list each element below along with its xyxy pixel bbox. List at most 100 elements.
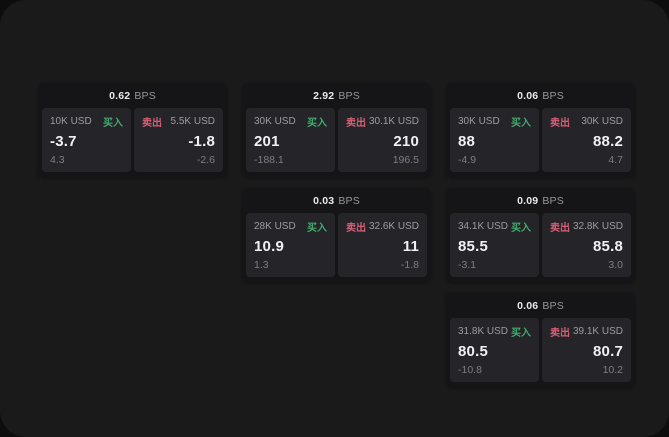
buy-panel[interactable]: 10K USD 买入 -3.7 4.3 xyxy=(42,108,131,172)
buy-price: 10.9 xyxy=(254,237,284,255)
buy-top-row: 28K USD 买入 xyxy=(254,219,327,234)
sell-delta: 10.2 xyxy=(602,364,623,376)
buy-side-label: 买入 xyxy=(511,118,531,129)
buy-delta: -10.8 xyxy=(458,364,482,376)
sell-amount: 30K USD xyxy=(581,116,623,127)
bps-value: 0.62 xyxy=(109,89,131,102)
sell-side-label: 卖出 xyxy=(346,118,366,129)
sell-price: 80.7 xyxy=(593,342,623,360)
quote-panels: 10K USD 买入 -3.7 4.3 卖出 5.5K USD -1.8 -2.… xyxy=(42,108,223,172)
buy-side-label: 买入 xyxy=(511,328,531,339)
bps-value: 0.03 xyxy=(313,194,335,207)
buy-price: 88 xyxy=(458,132,476,150)
sell-price: 85.8 xyxy=(593,237,623,255)
sell-side-label: 卖出 xyxy=(550,118,570,129)
quote-card: 2.92 BPS 30K USD 买入 201 -188.1 卖出 30.1K … xyxy=(242,83,431,177)
buy-panel[interactable]: 28K USD 买入 10.9 1.3 xyxy=(246,213,335,277)
quote-card: 0.06 BPS 30K USD 买入 88 -4.9 卖出 30K USD xyxy=(446,83,635,177)
buy-top-row: 30K USD 买入 xyxy=(458,114,531,129)
buy-side-label: 买入 xyxy=(103,118,123,129)
sell-side-label: 卖出 xyxy=(550,328,570,339)
buy-delta: -3.1 xyxy=(458,259,477,271)
buy-delta: 4.3 xyxy=(50,154,65,166)
sell-amount: 32.6K USD xyxy=(368,221,419,232)
buy-amount: 28K USD xyxy=(254,221,296,232)
quote-card: 0.09 BPS 34.1K USD 买入 85.5 -3.1 卖出 32.8K… xyxy=(446,188,635,282)
sell-top-row: 卖出 5.5K USD xyxy=(142,114,215,129)
buy-delta: 1.3 xyxy=(254,259,269,271)
sell-top-row: 卖出 30K USD xyxy=(550,114,623,129)
bps-value: 2.92 xyxy=(313,89,335,102)
sell-side-label: 卖出 xyxy=(142,118,162,129)
sell-amount: 5.5K USD xyxy=(170,116,215,127)
buy-price: 201 xyxy=(254,132,280,150)
sell-top-row: 卖出 39.1K USD xyxy=(550,324,623,339)
sell-side-label: 卖出 xyxy=(550,223,570,234)
bps-unit-label: BPS xyxy=(338,89,360,102)
bps-unit-label: BPS xyxy=(134,89,156,102)
card-header: 0.09 BPS xyxy=(446,188,635,213)
buy-amount: 30K USD xyxy=(458,116,500,127)
quote-panels: 30K USD 买入 88 -4.9 卖出 30K USD 88.2 4.7 xyxy=(450,108,631,172)
sell-amount: 32.8K USD xyxy=(572,221,623,232)
sell-price: 210 xyxy=(393,132,419,150)
buy-top-row: 30K USD 买入 xyxy=(254,114,327,129)
buy-panel[interactable]: 30K USD 买入 88 -4.9 xyxy=(450,108,539,172)
card-header: 2.92 BPS xyxy=(242,83,431,108)
sell-delta: -2.6 xyxy=(196,154,215,166)
sell-delta: 3.0 xyxy=(608,259,623,271)
sell-panel[interactable]: 卖出 32.6K USD 11 -1.8 xyxy=(338,213,427,277)
quote-card: 0.03 BPS 28K USD 买入 10.9 1.3 卖出 32.6K US… xyxy=(242,188,431,282)
buy-side-label: 买入 xyxy=(511,223,531,234)
bps-unit-label: BPS xyxy=(542,89,564,102)
sell-side-label: 卖出 xyxy=(346,223,366,234)
bps-value: 0.06 xyxy=(517,89,539,102)
sell-price: 88.2 xyxy=(593,132,623,150)
quote-panels: 34.1K USD 买入 85.5 -3.1 卖出 32.8K USD 85.8… xyxy=(450,213,631,277)
bps-unit-label: BPS xyxy=(542,299,564,312)
quote-panels: 28K USD 买入 10.9 1.3 卖出 32.6K USD 11 -1.8 xyxy=(246,213,427,277)
buy-delta: -4.9 xyxy=(458,154,477,166)
buy-amount: 34.1K USD xyxy=(458,221,509,232)
sell-delta: 4.7 xyxy=(608,154,623,166)
card-header: 0.62 BPS xyxy=(38,83,227,108)
sell-top-row: 卖出 30.1K USD xyxy=(346,114,419,129)
card-header: 0.03 BPS xyxy=(242,188,431,213)
bps-value: 0.09 xyxy=(517,194,539,207)
buy-top-row: 10K USD 买入 xyxy=(50,114,123,129)
buy-price: 85.5 xyxy=(458,237,488,255)
sell-amount: 30.1K USD xyxy=(368,116,419,127)
bps-unit-label: BPS xyxy=(542,194,564,207)
quote-card: 0.62 BPS 10K USD 买入 -3.7 4.3 卖出 5.5K USD xyxy=(38,83,227,177)
sell-panel[interactable]: 卖出 32.8K USD 85.8 3.0 xyxy=(542,213,631,277)
sell-top-row: 卖出 32.8K USD xyxy=(550,219,623,234)
buy-price: -3.7 xyxy=(50,132,77,150)
quote-card: 0.06 BPS 31.8K USD 买入 80.5 -10.8 卖出 39.1… xyxy=(446,293,635,387)
sell-top-row: 卖出 32.6K USD xyxy=(346,219,419,234)
buy-amount: 30K USD xyxy=(254,116,296,127)
bps-value: 0.06 xyxy=(517,299,539,312)
quote-panels: 31.8K USD 买入 80.5 -10.8 卖出 39.1K USD 80.… xyxy=(450,318,631,382)
buy-price: 80.5 xyxy=(458,342,488,360)
sell-panel[interactable]: 卖出 30K USD 88.2 4.7 xyxy=(542,108,631,172)
buy-panel[interactable]: 30K USD 买入 201 -188.1 xyxy=(246,108,335,172)
buy-panel[interactable]: 31.8K USD 买入 80.5 -10.8 xyxy=(450,318,539,382)
buy-side-label: 买入 xyxy=(307,118,327,129)
sell-price: 11 xyxy=(402,237,419,255)
sell-delta: -1.8 xyxy=(400,259,419,271)
sell-panel[interactable]: 卖出 39.1K USD 80.7 10.2 xyxy=(542,318,631,382)
bps-unit-label: BPS xyxy=(338,194,360,207)
buy-top-row: 34.1K USD 买入 xyxy=(458,219,531,234)
buy-amount: 31.8K USD xyxy=(458,326,509,337)
quote-panels: 30K USD 买入 201 -188.1 卖出 30.1K USD 210 1… xyxy=(246,108,427,172)
sell-panel[interactable]: 卖出 5.5K USD -1.8 -2.6 xyxy=(134,108,223,172)
buy-panel[interactable]: 34.1K USD 买入 85.5 -3.1 xyxy=(450,213,539,277)
sell-amount: 39.1K USD xyxy=(572,326,623,337)
sell-price: -1.8 xyxy=(188,132,215,150)
buy-amount: 10K USD xyxy=(50,116,92,127)
buy-top-row: 31.8K USD 买入 xyxy=(458,324,531,339)
sell-panel[interactable]: 卖出 30.1K USD 210 196.5 xyxy=(338,108,427,172)
card-header: 0.06 BPS xyxy=(446,293,635,318)
